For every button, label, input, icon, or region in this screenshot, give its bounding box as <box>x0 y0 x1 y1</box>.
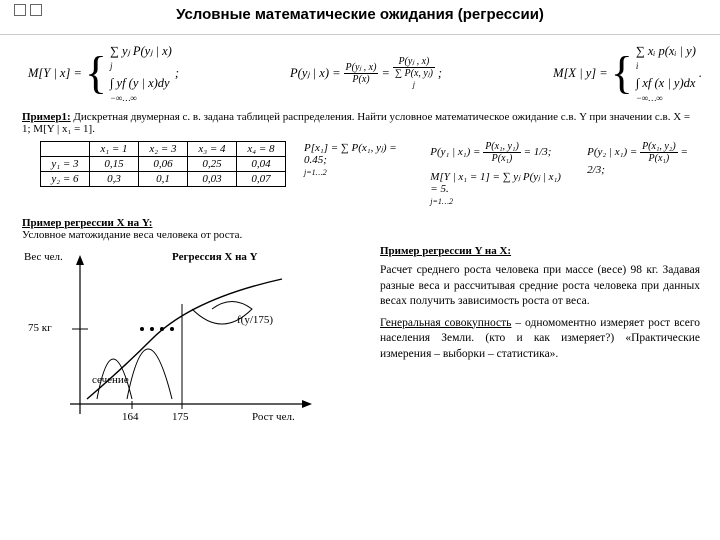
page-title: Условные математические ожидания (регрес… <box>0 0 720 23</box>
regression-xy-col: Пример регрессии X на Y: Условное матожи… <box>22 217 362 439</box>
reg-yx-p2: Генеральная совокупность – одномоментно … <box>380 316 700 363</box>
calc-py1: P(y₁ | x₁) = <box>430 146 480 158</box>
formula-mxy: M[X | y] = { ∑ xᵢ p(xᵢ | y) i ∫ xf (x | … <box>553 43 702 103</box>
f-left-sub: j <box>110 61 172 71</box>
f-left-bot: ∫ yf (y | x)dy <box>110 76 170 90</box>
distribution-table: x₁ = 1x₂ = 3x₃ = 4x₄ = 8 y₁ = 30,150,060… <box>40 141 286 187</box>
f-right-bot: ∫ xf (x | y)dx <box>636 76 696 90</box>
f-left-top: ∑ yⱼ P(yⱼ | x) <box>110 44 172 58</box>
f-right-top: ∑ xᵢ p(xᵢ | y) <box>636 44 696 58</box>
calc-my-sub: j=1…2 <box>430 197 453 206</box>
x-tick-164: 164 <box>122 411 139 423</box>
example1: Пример1: Дискретная двумерная с. в. зада… <box>0 107 720 135</box>
x-axis-label: Рост чел. <box>252 411 295 423</box>
table-row: x₁ = 1x₂ = 3x₃ = 4x₄ = 8 <box>41 142 286 157</box>
f-mid-d2: ∑ P(x, yⱼ) <box>395 68 433 79</box>
reg-xy-head-u: Пример регрессии X на Y: <box>22 217 152 229</box>
f-mid-n2: P(yⱼ , x) <box>393 56 435 68</box>
example1-label: Пример1: <box>22 111 71 123</box>
f-mid-d1: P(x) <box>344 74 379 85</box>
reg-yx-head-u: Пример регрессии Y на X: <box>380 245 511 257</box>
f-right-prefix: M[X | y] = <box>553 66 608 81</box>
calc-py1-r: = 1/3; <box>524 146 552 158</box>
f-right-lims: −∞…∞ <box>636 93 696 103</box>
section-label: сечение <box>92 374 129 386</box>
table-row: y₂ = 60,30,10,030,07 <box>41 172 286 187</box>
formula-pyx: P(yⱼ | x) = P(yⱼ , x)P(x) = P(yⱼ , x) ∑ … <box>290 43 442 103</box>
calc-my: M[Y | x₁ = 1] = ∑ yⱼ P(yⱼ | x₁) = 5. <box>430 171 561 195</box>
f-right-sub: i <box>636 61 696 71</box>
reg-yx-head: Пример регрессии Y на X: <box>380 245 700 257</box>
formula-myx-prefix: M[Y | x] = <box>28 66 82 81</box>
regression-chart: Вес чел. 75 кг Регрессия X на Y f(y/175)… <box>22 249 322 439</box>
f-left-lims: −∞…∞ <box>110 93 172 103</box>
x-tick-175: 175 <box>172 411 189 423</box>
formula-myx: M[Y | x] = { ∑ yⱼ P(yⱼ | x) j ∫ yf (y | … <box>28 43 179 103</box>
calc-px1-sub: j=1…2 <box>304 168 327 177</box>
regression-yx-col: Пример регрессии Y на X: Расчет среднего… <box>380 217 700 439</box>
f-mid-n1: P(yⱼ , x) <box>344 62 379 74</box>
calc-col-3: P(y₂ | x₁) = P(x₁, y₂)P(x₁) = 2/3; <box>587 141 698 176</box>
calc-py2: P(y₂ | x₁) = <box>587 146 637 158</box>
reg-yx-p2a: Генеральная совокупность <box>380 317 511 329</box>
header-bar: Условные математические ожидания (регрес… <box>0 0 720 35</box>
calc-col-2: P(y₁ | x₁) = P(x₁, y₁)P(x₁) = 1/3; M[Y |… <box>430 141 569 207</box>
table-row: y₁ = 30,150,060,250,04 <box>41 157 286 172</box>
f-label: f(y/175) <box>237 314 273 326</box>
reg-xy-head-t: Условное матожидание веса человека от ро… <box>22 229 242 241</box>
example1-text: Дискретная двумерная с. в. задана таблиц… <box>22 111 690 135</box>
y-axis-label: Вес чел. <box>24 251 63 263</box>
y-tick-75: 75 кг <box>28 322 52 334</box>
f-mid-prefix: P(yⱼ | x) = <box>290 65 341 81</box>
calc-px1: P[x₁] = ∑ P(x₁, yⱼ) = 0.45; <box>304 142 397 166</box>
table-and-calc: x₁ = 1x₂ = 3x₃ = 4x₄ = 8 y₁ = 30,150,060… <box>0 135 720 207</box>
regression-section: Пример регрессии X на Y: Условное матожи… <box>0 207 720 439</box>
f-mid-eq: = <box>381 66 389 81</box>
reg-yx-p1: Расчет среднего роста человека при массе… <box>380 263 700 310</box>
calc-col-1: P[x₁] = ∑ P(x₁, yⱼ) = 0.45; j=1…2 <box>304 141 412 178</box>
reg-xy-head: Пример регрессии X на Y: Условное матожи… <box>22 217 362 241</box>
reg-curve-label: Регрессия X на Y <box>172 251 258 263</box>
formula-row: M[Y | x] = { ∑ yⱼ P(yⱼ | x) j ∫ yf (y | … <box>0 35 720 107</box>
f-mid-d2-sub: j <box>413 80 415 89</box>
header-decor <box>14 4 42 16</box>
